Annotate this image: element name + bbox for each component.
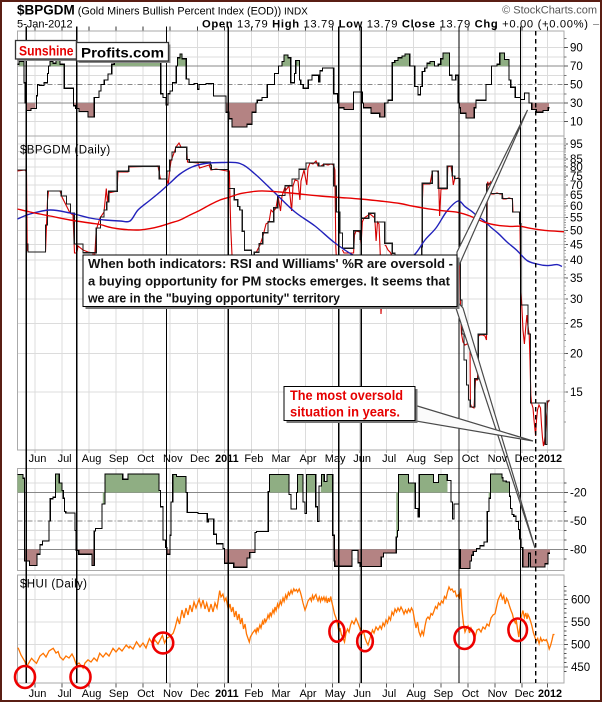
svg-text:5-Jan-2012: 5-Jan-2012 — [17, 19, 73, 31]
svg-text:75: 75 — [570, 171, 583, 183]
svg-text:Oct: Oct — [137, 453, 154, 465]
svg-text:$BPGDM (Gold Miners Bullish Pe: $BPGDM (Gold Miners Bullish Percent Inde… — [17, 3, 308, 18]
svg-text:70: 70 — [570, 180, 583, 192]
svg-text:Profits.com: Profits.com — [81, 45, 164, 61]
svg-text:Jul: Jul — [382, 453, 396, 465]
svg-text:2012: 2012 — [538, 688, 562, 700]
svg-text:Dec: Dec — [190, 453, 210, 465]
svg-text:Jul: Jul — [58, 688, 72, 700]
svg-text:Nov: Nov — [163, 453, 183, 465]
svg-text:Aug: Aug — [406, 688, 426, 700]
svg-text:550: 550 — [571, 617, 590, 629]
svg-text:May: May — [325, 688, 346, 700]
svg-text:450: 450 — [571, 662, 590, 674]
svg-text:When both indicators: RSI and: When both indicators: RSI and Williams' … — [88, 257, 453, 271]
svg-text:Nov: Nov — [163, 688, 183, 700]
svg-text:Sep: Sep — [434, 453, 454, 465]
svg-text:Mar: Mar — [272, 453, 291, 465]
svg-text:Sep: Sep — [109, 688, 129, 700]
svg-text:Jul: Jul — [382, 688, 396, 700]
svg-text:Dec: Dec — [190, 688, 210, 700]
svg-text:Dec: Dec — [515, 453, 535, 465]
svg-text:Jul: Jul — [58, 453, 72, 465]
svg-text:2011: 2011 — [215, 453, 238, 465]
svg-text:20: 20 — [570, 348, 583, 360]
svg-text:30: 30 — [570, 98, 583, 110]
svg-text:-20: -20 — [570, 488, 587, 500]
svg-text:Aug: Aug — [406, 453, 426, 465]
svg-text:-50: -50 — [570, 516, 587, 528]
svg-text:60: 60 — [570, 201, 583, 213]
svg-text:Nov: Nov — [488, 688, 508, 700]
svg-text:35: 35 — [570, 273, 583, 285]
svg-text:Aug: Aug — [82, 453, 102, 465]
svg-text:Sep: Sep — [109, 453, 129, 465]
svg-text:45: 45 — [570, 239, 583, 251]
svg-text:10: 10 — [570, 117, 583, 129]
svg-text:Jun: Jun — [353, 688, 371, 700]
svg-text:$HUI (Daily): $HUI (Daily) — [20, 579, 87, 591]
svg-text:55: 55 — [570, 213, 583, 225]
svg-text:The most oversold: The most oversold — [290, 388, 403, 403]
svg-text:600: 600 — [571, 595, 590, 607]
svg-text:Open 13.79 High 13.79 Low 13.7: Open 13.79 High 13.79 Low 13.79 Close 13… — [202, 19, 588, 31]
svg-text:Oct: Oct — [137, 688, 154, 700]
svg-text:we are in the "buying opportun: we are in the "buying opportunity" terri… — [87, 292, 340, 306]
svg-text:© StockCharts.com: © StockCharts.com — [502, 5, 597, 17]
svg-text:Jun: Jun — [29, 688, 47, 700]
svg-text:65: 65 — [570, 190, 583, 202]
svg-text:Oct: Oct — [462, 688, 479, 700]
svg-text:Mar: Mar — [272, 688, 291, 700]
svg-text:Dec: Dec — [515, 688, 535, 700]
svg-text:15: 15 — [570, 387, 583, 399]
svg-text:Feb: Feb — [244, 688, 263, 700]
svg-text:situation in years.: situation in years. — [290, 405, 400, 420]
svg-text:Jun: Jun — [29, 453, 47, 465]
svg-text:80: 80 — [570, 162, 583, 174]
svg-text:Oct: Oct — [462, 453, 479, 465]
svg-text:-80: -80 — [570, 545, 587, 557]
svg-text:a buying opportunity for PM st: a buying opportunity for PM stocks emerg… — [88, 275, 451, 289]
svg-text:Apr: Apr — [299, 688, 316, 700]
svg-text:25: 25 — [570, 318, 583, 330]
svg-text:Sunshine: Sunshine — [19, 43, 74, 59]
svg-text:30: 30 — [570, 294, 583, 306]
svg-text:Nov: Nov — [488, 453, 508, 465]
svg-text:Sep: Sep — [434, 688, 454, 700]
svg-text:2011: 2011 — [215, 688, 238, 700]
svg-text:70: 70 — [570, 61, 583, 73]
svg-text:Aug: Aug — [82, 688, 102, 700]
svg-text:95: 95 — [570, 139, 583, 151]
svg-text:Jun: Jun — [353, 453, 371, 465]
svg-text:50: 50 — [570, 225, 583, 237]
svg-text:$BPGDM (Daily): $BPGDM (Daily) — [20, 145, 111, 157]
svg-text:85: 85 — [570, 154, 583, 166]
svg-text:May: May — [325, 453, 346, 465]
svg-text:Apr: Apr — [299, 453, 316, 465]
svg-text:500: 500 — [571, 639, 590, 651]
svg-text:90: 90 — [570, 43, 583, 55]
svg-text:2012: 2012 — [538, 453, 562, 465]
svg-text:50: 50 — [570, 80, 583, 92]
svg-text:40: 40 — [570, 255, 583, 267]
svg-text:–: – — [593, 19, 600, 31]
svg-text:Feb: Feb — [244, 453, 263, 465]
